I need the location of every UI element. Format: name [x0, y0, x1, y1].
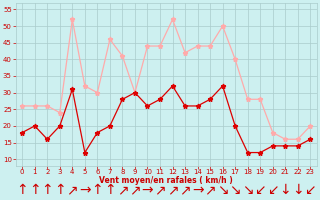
X-axis label: Vent moyen/en rafales ( km/h ): Vent moyen/en rafales ( km/h )	[100, 176, 233, 185]
